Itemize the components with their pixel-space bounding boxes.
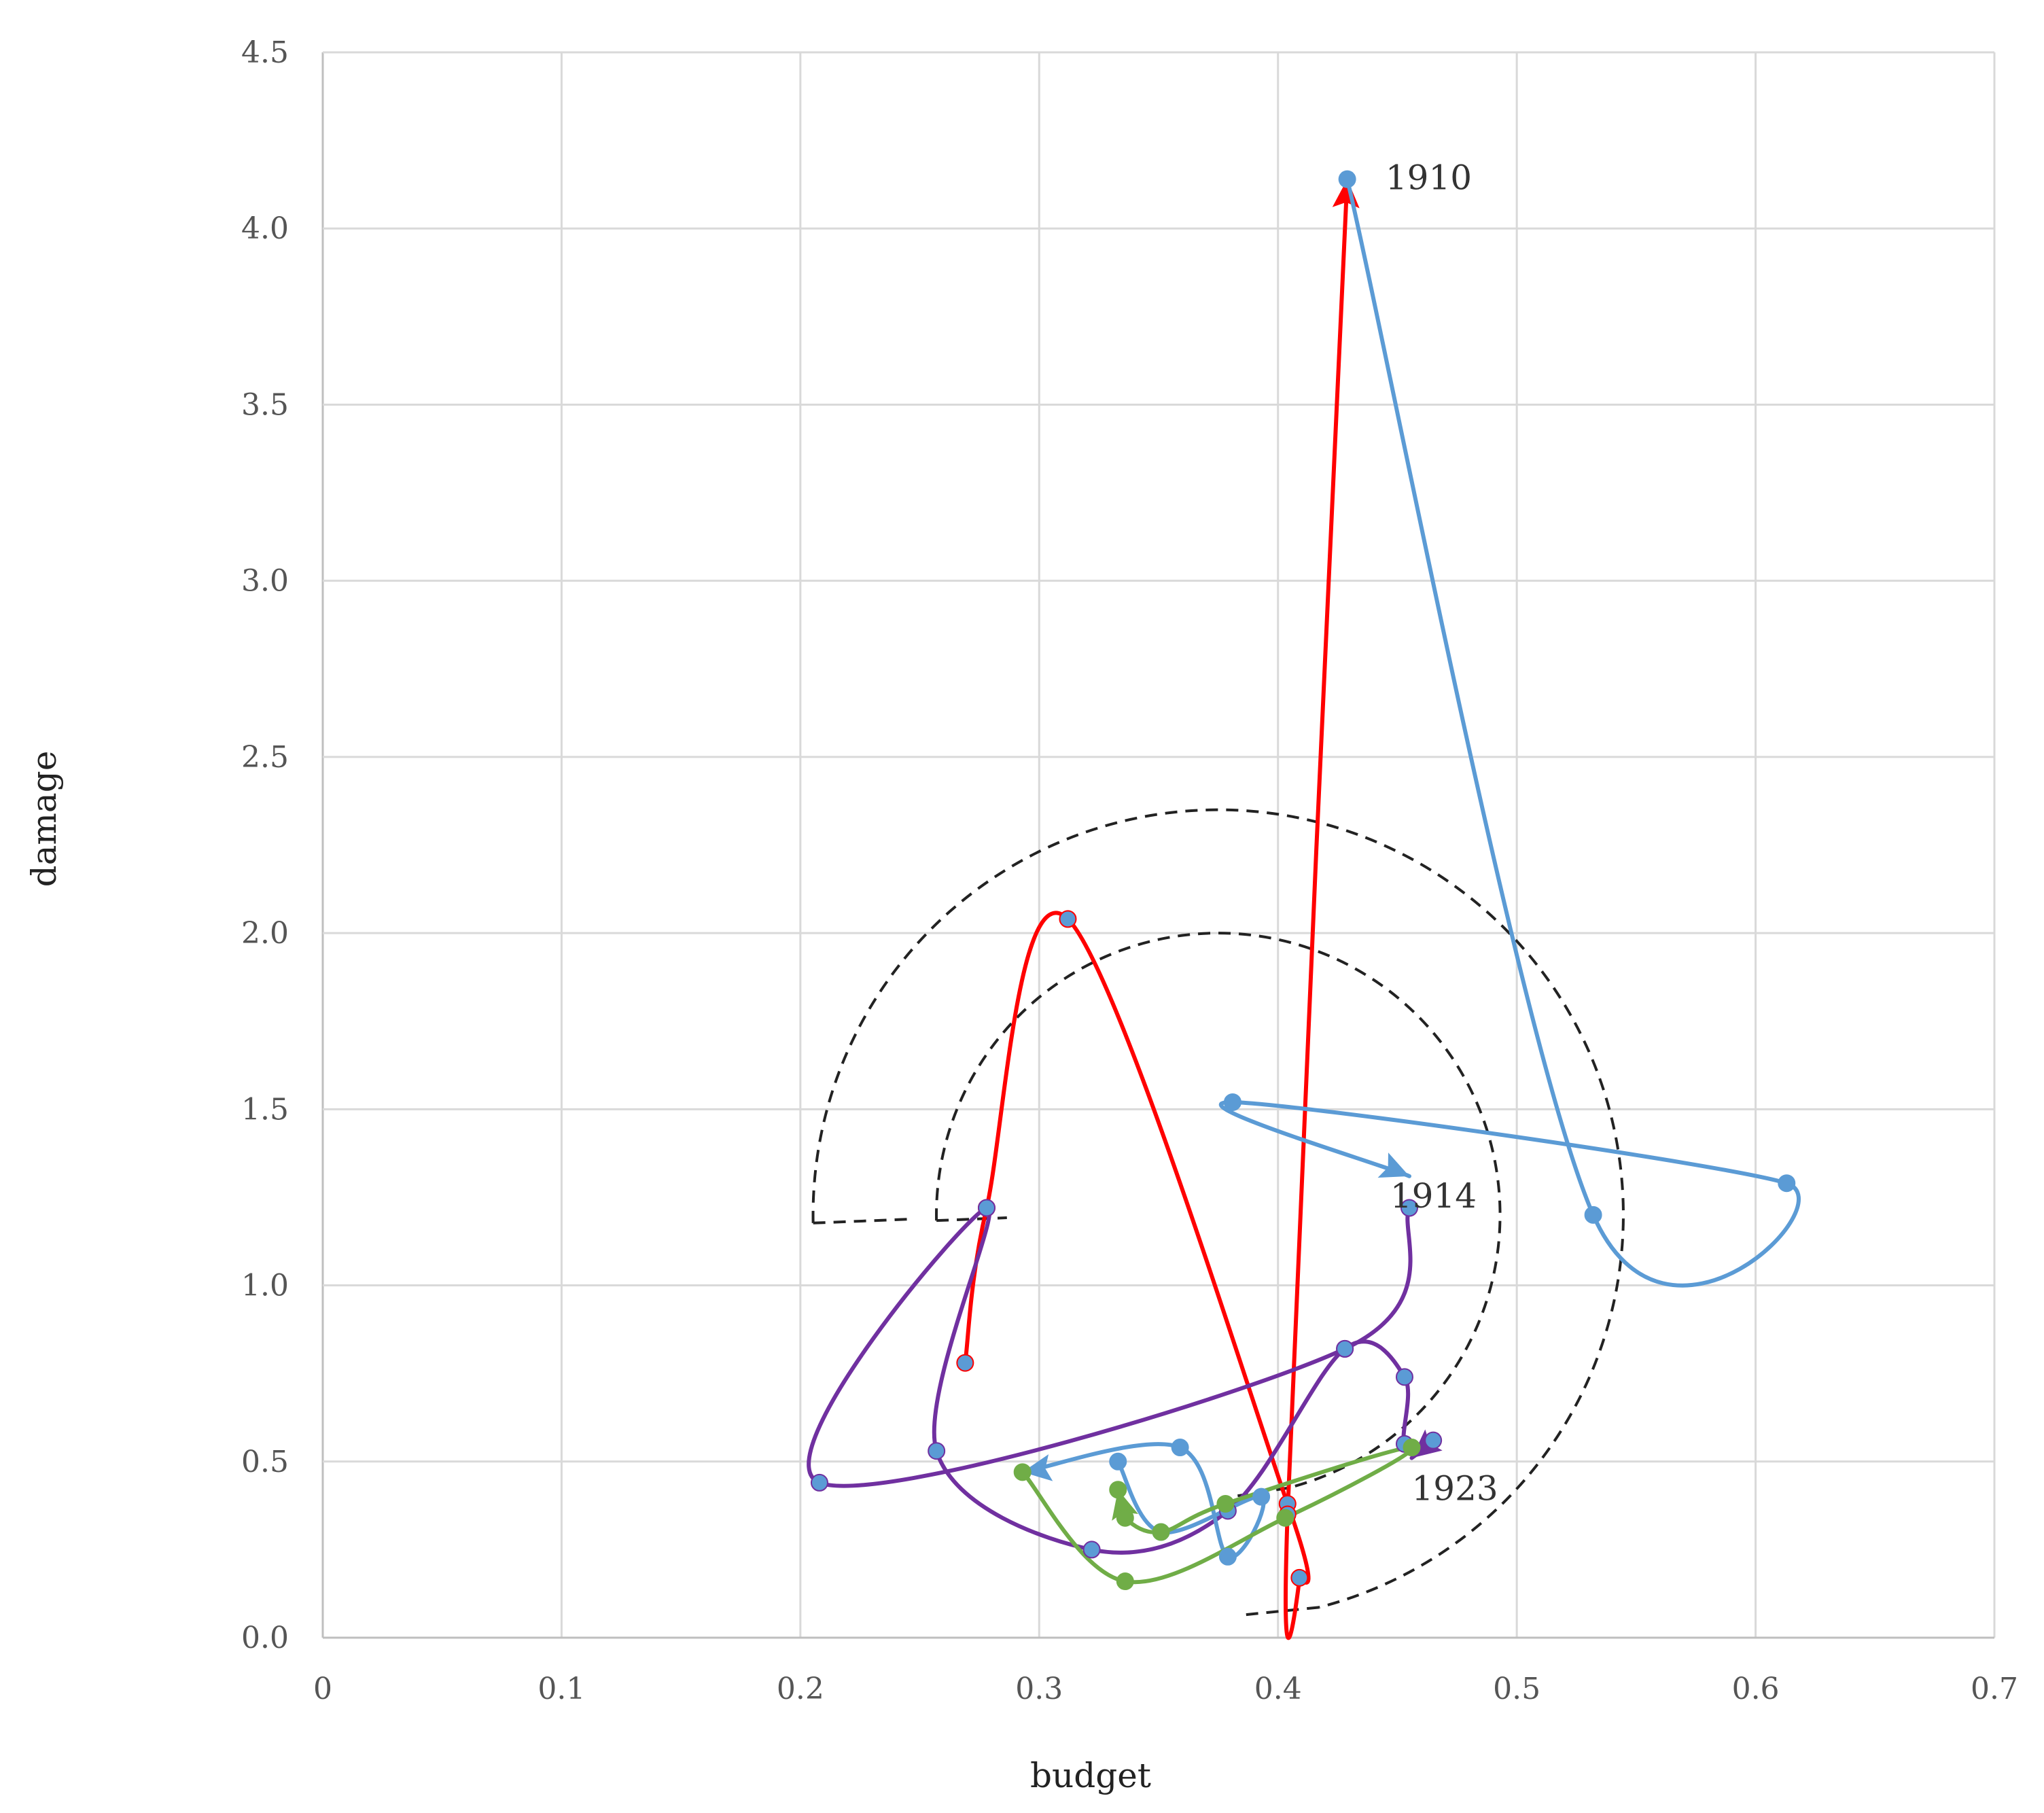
data-point (1424, 1431, 1443, 1449)
tick-labels: 0 0.1 0.2 0.3 0.4 0.5 0.6 0.7 0.0 0.5 1.0 1.5 2.0 2.5… (241, 35, 2018, 1706)
x-axis-title: budget (1030, 1756, 1151, 1795)
series-line (963, 177, 1350, 1640)
data-point (1082, 1541, 1101, 1559)
data-point (1778, 1174, 1796, 1193)
y-tick-label: 2.0 (241, 916, 289, 951)
guide-tail (813, 1217, 915, 1225)
data-point (810, 1473, 828, 1492)
x-tick-label: 0 (313, 1672, 332, 1706)
grid (321, 51, 1996, 1639)
y-tick-label: 3.5 (241, 387, 289, 422)
guide-tail (1246, 1606, 1320, 1617)
marker-layer (810, 170, 1796, 1591)
x-tick-label: 0.4 (1254, 1672, 1302, 1706)
x-tick-label: 0.7 (1971, 1672, 2018, 1706)
data-point (1290, 1568, 1309, 1587)
data-point (1584, 1205, 1602, 1224)
year-annotation: 1914 (1390, 1176, 1477, 1216)
series-arrowhead (1022, 1454, 1053, 1481)
data-point (1216, 1494, 1235, 1513)
y-tick-label: 1.0 (241, 1269, 289, 1303)
y-tick-label: 4.0 (241, 211, 289, 246)
data-point (1116, 1509, 1134, 1527)
data-point (1013, 1463, 1032, 1481)
data-point (956, 1354, 974, 1372)
y-tick-label: 0.0 (241, 1621, 289, 1655)
dashed-guide-arcs (811, 808, 1625, 1617)
data-point (977, 1199, 995, 1217)
series-arrowhead (1377, 1152, 1409, 1178)
x-tick-label: 0.1 (538, 1672, 585, 1706)
data-point (1400, 1199, 1418, 1217)
data-point (1223, 1093, 1241, 1111)
data-point (1171, 1439, 1189, 1457)
x-tick-label: 0.3 (1015, 1672, 1063, 1706)
data-point (1252, 1488, 1271, 1506)
data-point (1152, 1523, 1170, 1541)
y-axis-title: damage (24, 751, 64, 887)
x-tick-label: 0.5 (1493, 1672, 1540, 1706)
series-line (1218, 177, 1801, 1288)
y-tick-label: 2.5 (241, 740, 289, 775)
y-tick-label: 1.5 (241, 1092, 289, 1127)
x-tick-label: 0.6 (1732, 1672, 1780, 1706)
year-annotation: 1910 (1386, 158, 1472, 198)
annotations: 1910 1914 1923 (1386, 158, 1498, 1509)
data-point (1395, 1368, 1413, 1386)
data-point (1338, 170, 1356, 188)
y-tick-label: 0.5 (241, 1445, 289, 1479)
data-point (1109, 1481, 1127, 1499)
data-point (1403, 1439, 1421, 1457)
guide-arc (811, 808, 1625, 1609)
data-point (1109, 1452, 1127, 1471)
data-point (1218, 1547, 1237, 1566)
series-layer (807, 177, 1801, 1640)
y-tick-label: 3.0 (241, 564, 289, 599)
x-tick-label: 0.2 (777, 1672, 824, 1706)
data-point (1336, 1339, 1354, 1358)
y-tick-label: 4.5 (241, 35, 289, 70)
guide-tail (936, 1216, 1007, 1222)
year-annotation: 1923 (1412, 1468, 1498, 1508)
data-point (1116, 1572, 1134, 1591)
data-point (1059, 910, 1077, 928)
data-point (928, 1442, 946, 1460)
data-point (1276, 1509, 1294, 1527)
